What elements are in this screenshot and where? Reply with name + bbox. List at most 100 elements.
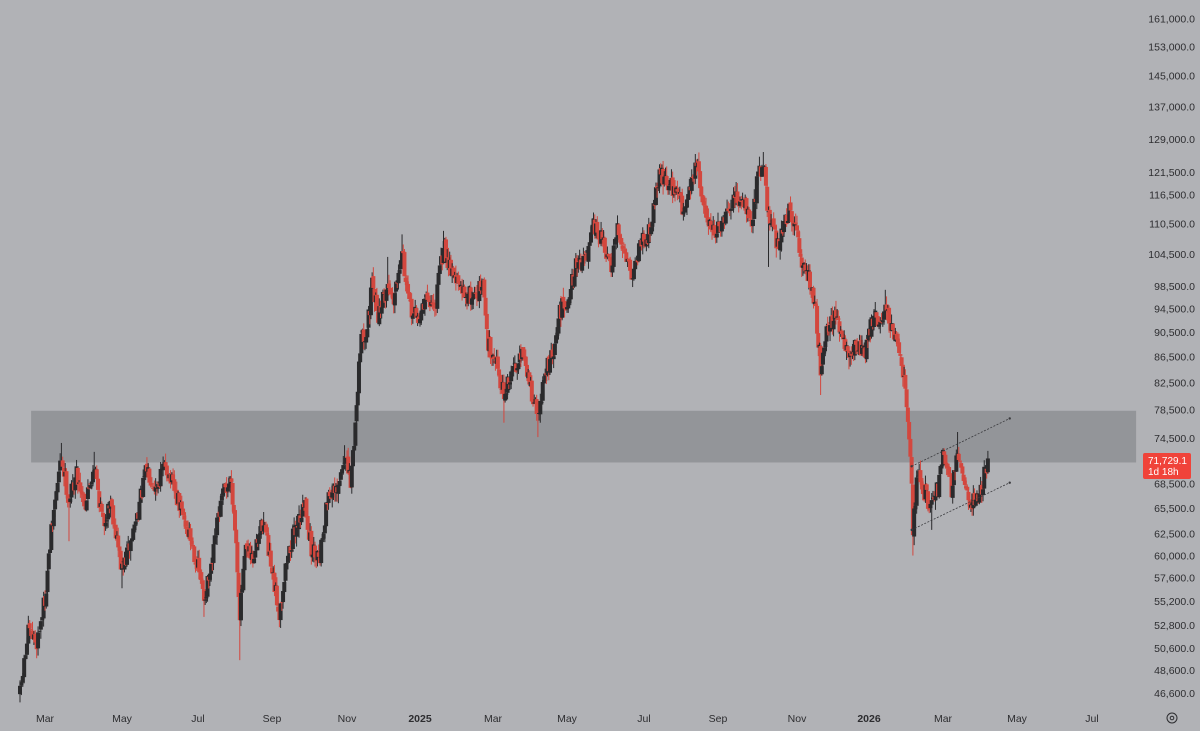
candle bbox=[633, 257, 638, 279]
candle bbox=[782, 220, 787, 237]
candle bbox=[636, 242, 641, 263]
resistance-zone-layer bbox=[31, 410, 1137, 463]
candle bbox=[161, 456, 166, 477]
candle bbox=[384, 284, 389, 308]
candle bbox=[534, 394, 539, 421]
candle bbox=[982, 460, 987, 495]
candle bbox=[84, 500, 89, 512]
candle bbox=[620, 244, 625, 259]
candle bbox=[264, 521, 269, 535]
price-axis[interactable]: 161,000.0 153,000.0 145,000.0 137,000.0 129,… bbox=[1148, 14, 1195, 700]
candle bbox=[198, 568, 203, 584]
candle bbox=[148, 477, 153, 487]
candle bbox=[209, 557, 214, 582]
candle bbox=[414, 305, 419, 323]
channel-anchor[interactable] bbox=[1008, 417, 1011, 420]
current-price-label: 71,729.1 bbox=[1148, 456, 1187, 467]
candle bbox=[954, 449, 959, 472]
candle bbox=[900, 358, 905, 387]
candle bbox=[366, 305, 371, 330]
candle bbox=[469, 291, 474, 310]
candle bbox=[771, 212, 776, 227]
candle bbox=[396, 264, 401, 290]
candle bbox=[75, 467, 80, 494]
candle bbox=[937, 471, 942, 499]
candle bbox=[309, 526, 314, 565]
candle bbox=[172, 470, 177, 499]
candle bbox=[797, 230, 802, 255]
candle bbox=[693, 153, 698, 184]
candle bbox=[235, 534, 240, 573]
channel-lower-line[interactable] bbox=[911, 482, 1010, 531]
candle bbox=[819, 365, 824, 376]
y-tick-label: 57,600.0 bbox=[1154, 573, 1195, 585]
candle bbox=[767, 206, 772, 231]
candle bbox=[833, 300, 838, 325]
candle bbox=[111, 503, 116, 529]
candle bbox=[149, 477, 154, 488]
y-tick-label: 145,000.0 bbox=[1148, 71, 1195, 83]
candle bbox=[491, 353, 495, 366]
candle bbox=[281, 590, 286, 609]
candle bbox=[397, 269, 402, 284]
x-tick-label: Mar bbox=[484, 713, 503, 725]
countdown-label: 1d 18h bbox=[1148, 467, 1179, 478]
candle bbox=[215, 515, 220, 545]
candle bbox=[728, 199, 733, 220]
candle bbox=[85, 479, 90, 505]
candle bbox=[723, 208, 728, 226]
candles-layer bbox=[18, 152, 990, 703]
candle bbox=[503, 388, 508, 403]
candle bbox=[516, 363, 521, 374]
candle bbox=[282, 579, 287, 600]
x-tick-label: Mar bbox=[36, 713, 55, 725]
candle bbox=[279, 600, 284, 611]
candle bbox=[511, 357, 516, 377]
candle bbox=[353, 422, 358, 450]
candle bbox=[482, 277, 487, 298]
candle bbox=[649, 226, 654, 236]
candle bbox=[212, 528, 217, 555]
y-tick-label: 68,500.0 bbox=[1154, 478, 1195, 490]
candle bbox=[909, 455, 914, 489]
channel-anchor[interactable] bbox=[1008, 481, 1011, 484]
candle bbox=[614, 236, 619, 250]
candle bbox=[914, 470, 919, 514]
candle bbox=[763, 164, 768, 188]
candle bbox=[655, 182, 660, 198]
y-tick-label: 161,000.0 bbox=[1148, 14, 1195, 26]
x-tick-label: May bbox=[112, 713, 133, 725]
candle bbox=[97, 484, 102, 513]
candle bbox=[319, 537, 324, 567]
candle bbox=[181, 501, 186, 516]
candle bbox=[51, 508, 56, 530]
channel-upper-line[interactable] bbox=[911, 418, 1010, 467]
candle bbox=[600, 228, 605, 247]
y-tick-label: 121,500.0 bbox=[1148, 167, 1195, 179]
candle bbox=[554, 327, 559, 348]
settings-icon[interactable] bbox=[1166, 712, 1178, 724]
channel-anchor[interactable] bbox=[910, 465, 913, 468]
y-tick-label: 55,200.0 bbox=[1154, 596, 1195, 608]
y-tick-label: 60,000.0 bbox=[1154, 551, 1195, 563]
candle bbox=[200, 572, 205, 590]
y-tick-label: 50,600.0 bbox=[1154, 643, 1195, 655]
x-tick-label: Jul bbox=[1085, 713, 1098, 725]
x-tick-label: Nov bbox=[788, 713, 807, 725]
candle bbox=[474, 285, 479, 307]
candle bbox=[761, 152, 766, 176]
candle bbox=[752, 189, 757, 220]
candle bbox=[274, 577, 279, 607]
candle bbox=[738, 196, 743, 208]
candle bbox=[942, 448, 947, 456]
candle bbox=[609, 252, 614, 277]
candle bbox=[402, 249, 407, 277]
candle bbox=[498, 372, 503, 395]
y-tick-label: 116,500.0 bbox=[1149, 190, 1195, 202]
candle bbox=[256, 526, 261, 551]
channel-anchor[interactable] bbox=[910, 528, 913, 532]
time-axis[interactable]: Mar May Jul Sep Nov 2025 Mar May Jul Sep Nov 2026 Ma… bbox=[36, 713, 1099, 725]
candle bbox=[667, 179, 672, 195]
